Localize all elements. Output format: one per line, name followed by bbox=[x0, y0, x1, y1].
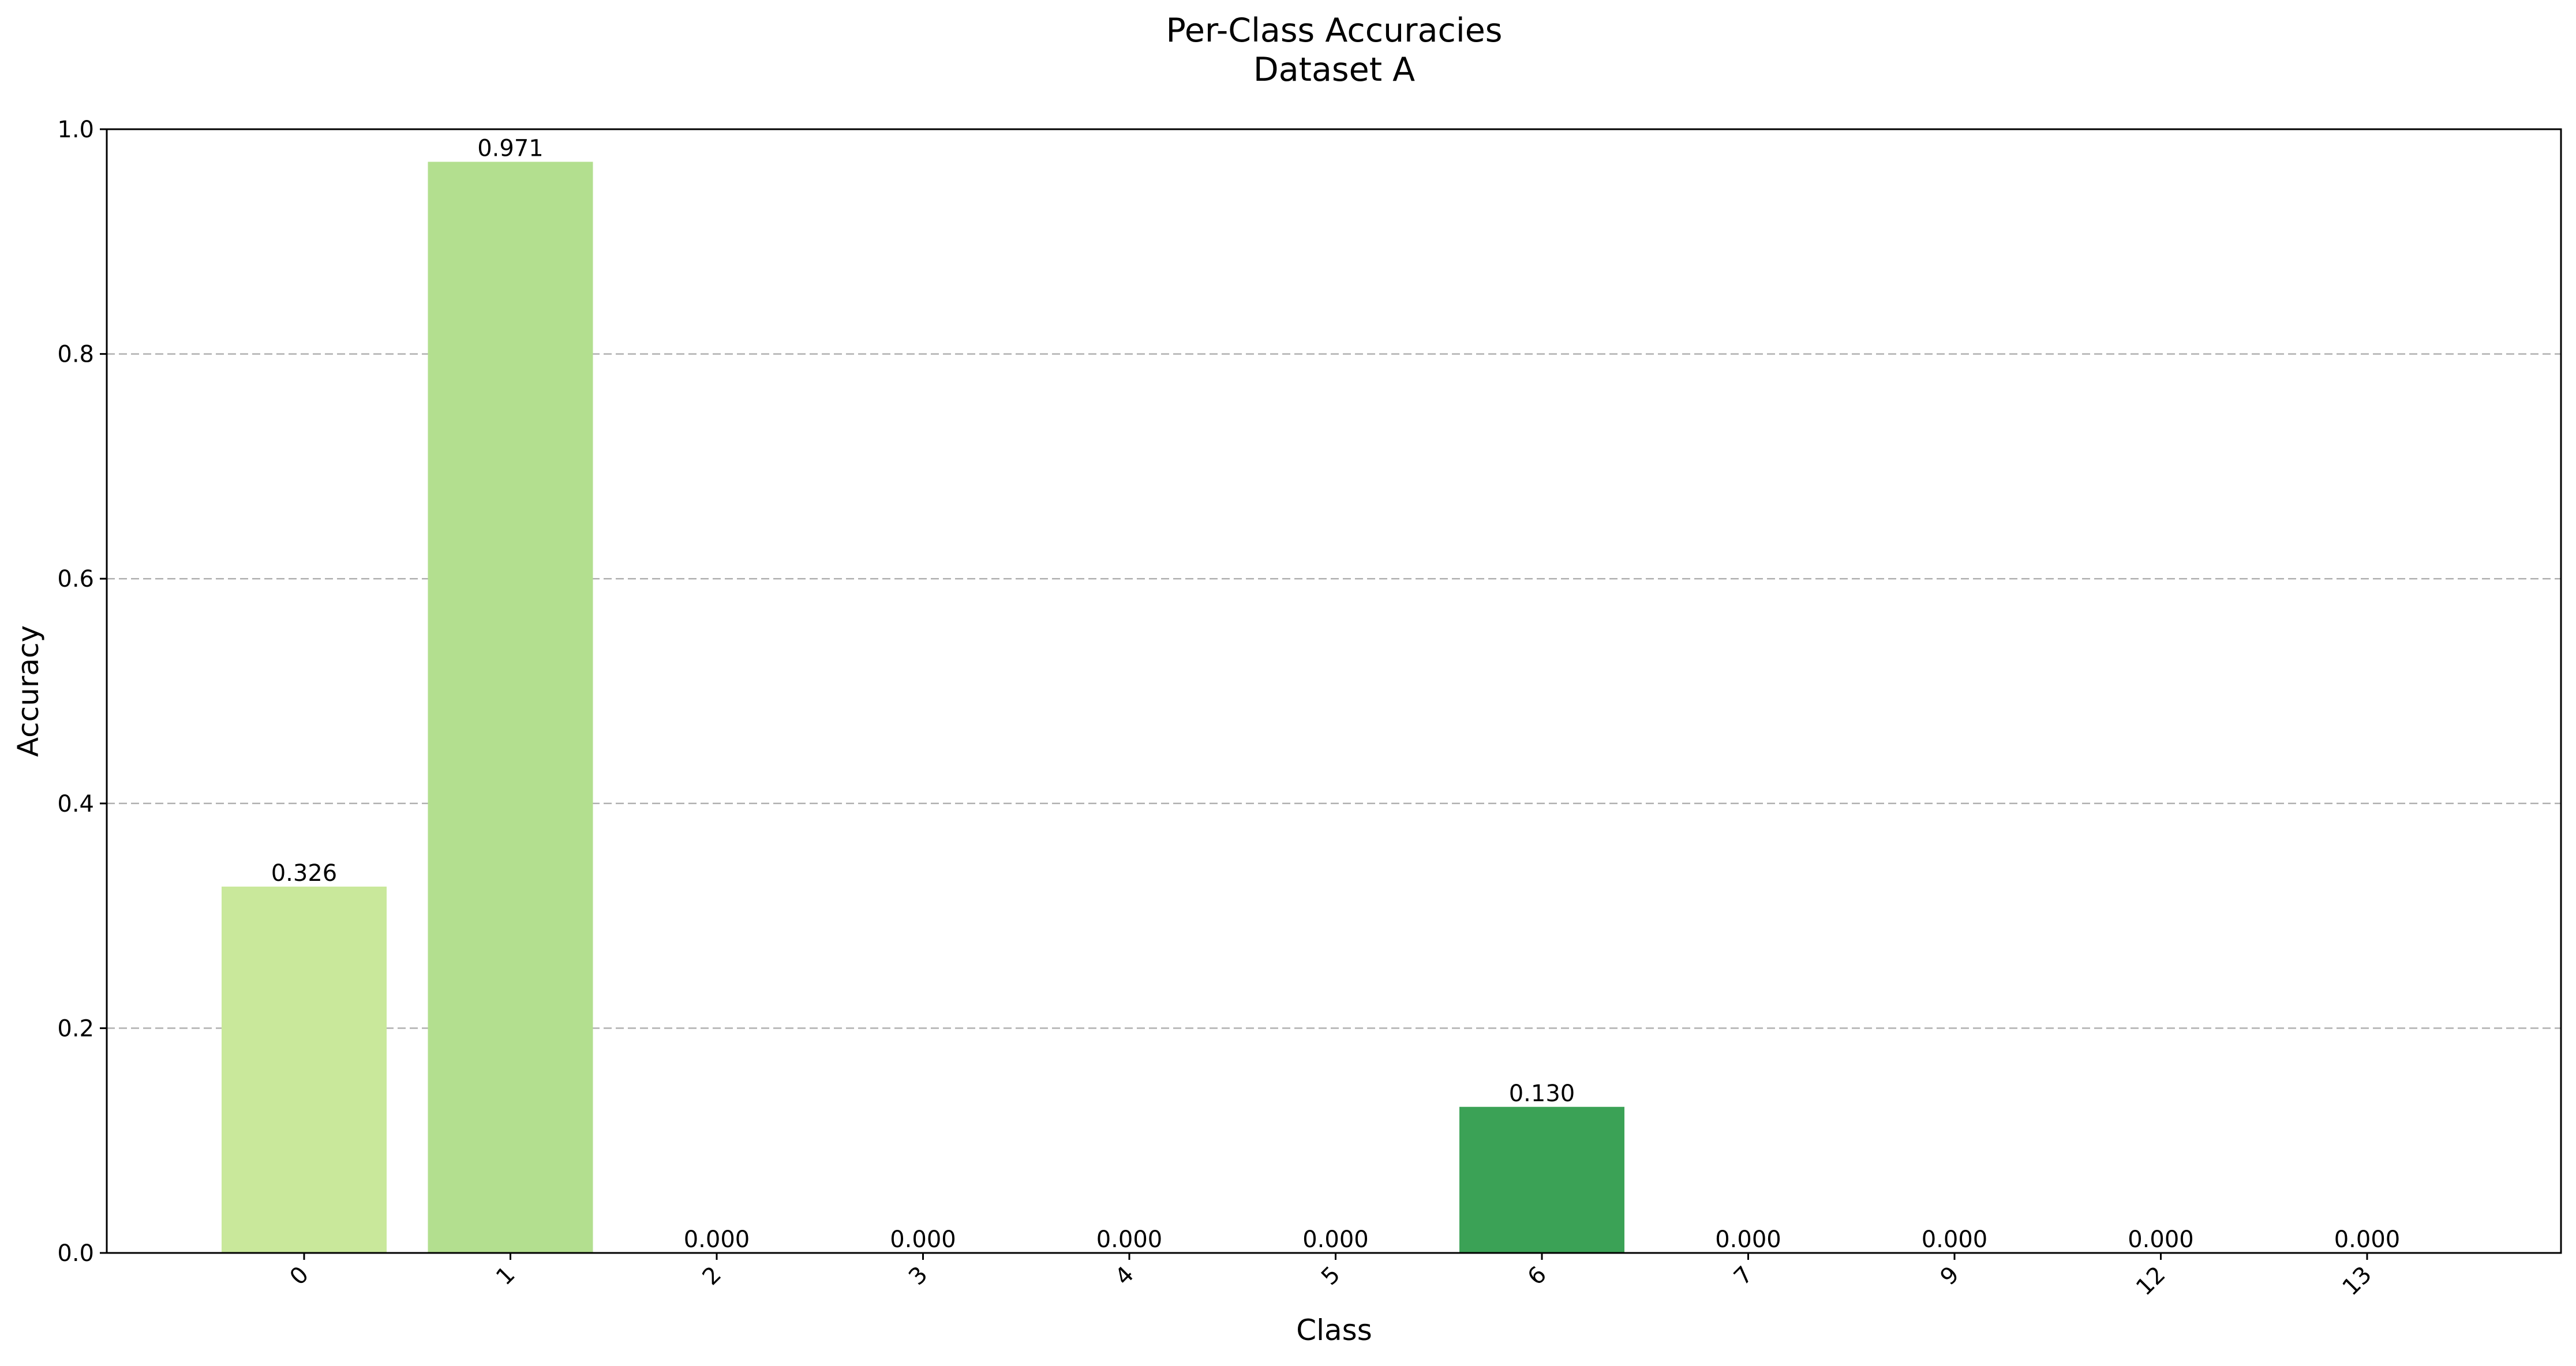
plot-frame bbox=[106, 128, 2562, 1254]
data-label-class-0: 0.326 bbox=[271, 860, 338, 887]
x-tick-label-12: 12 bbox=[2131, 1262, 2171, 1301]
data-label-class-1: 0.971 bbox=[477, 135, 544, 162]
y-tick-label: 0.0 bbox=[57, 1240, 94, 1267]
x-axis-ticks: 0 1 2 3 4 5 6 7 9 12 13 bbox=[285, 1253, 2377, 1301]
y-tick-label: 0.2 bbox=[57, 1015, 94, 1042]
x-axis-label: Class bbox=[1296, 1314, 1372, 1347]
x-tick-label-2: 2 bbox=[698, 1262, 727, 1291]
y-axis-ticks: 0.0 0.2 0.4 0.6 0.8 1.0 bbox=[57, 117, 107, 1267]
bar-class-1 bbox=[428, 162, 593, 1254]
y-axis-label: Accuracy bbox=[12, 625, 45, 757]
data-label-class-6: 0.130 bbox=[1509, 1080, 1575, 1107]
y-tick-label: 1.0 bbox=[57, 117, 94, 143]
x-tick-label-5: 5 bbox=[1316, 1262, 1346, 1291]
data-label-class-7: 0.000 bbox=[1715, 1226, 1781, 1253]
x-tick-label-1: 1 bbox=[491, 1262, 521, 1291]
y-tick-label: 0.6 bbox=[57, 566, 94, 592]
x-tick-label-3: 3 bbox=[904, 1262, 933, 1291]
y-tick-label: 0.8 bbox=[57, 342, 94, 368]
grid-lines bbox=[107, 353, 2561, 1029]
data-label-class-12: 0.000 bbox=[2128, 1226, 2194, 1253]
data-label-class-13: 0.000 bbox=[2334, 1226, 2401, 1253]
y-tick-label: 0.4 bbox=[57, 791, 94, 817]
data-label-class-2: 0.000 bbox=[684, 1226, 750, 1253]
x-tick-label-9: 9 bbox=[1935, 1262, 1965, 1291]
x-tick-label-7: 7 bbox=[1729, 1262, 1758, 1291]
x-tick-label-13: 13 bbox=[2338, 1262, 2377, 1301]
data-label-class-5: 0.000 bbox=[1302, 1226, 1369, 1253]
bar-class-6 bbox=[1459, 1106, 1624, 1253]
x-tick-label-4: 4 bbox=[1110, 1262, 1140, 1291]
bar-class-0 bbox=[222, 886, 387, 1253]
data-labels: 0.326 0.971 0.000 0.000 0.000 0.000 0.130 0.000… bbox=[271, 135, 2401, 1253]
x-tick-label-0: 0 bbox=[285, 1262, 314, 1291]
data-label-class-3: 0.000 bbox=[890, 1226, 956, 1253]
bars bbox=[222, 162, 1624, 1254]
data-label-class-9: 0.000 bbox=[1922, 1226, 1988, 1253]
chart-title: Per-Class Accuracies bbox=[1166, 12, 1503, 50]
data-label-class-4: 0.000 bbox=[1096, 1226, 1163, 1253]
chart-subtitle: Dataset A bbox=[1253, 51, 1415, 89]
x-tick-label-6: 6 bbox=[1523, 1262, 1552, 1291]
